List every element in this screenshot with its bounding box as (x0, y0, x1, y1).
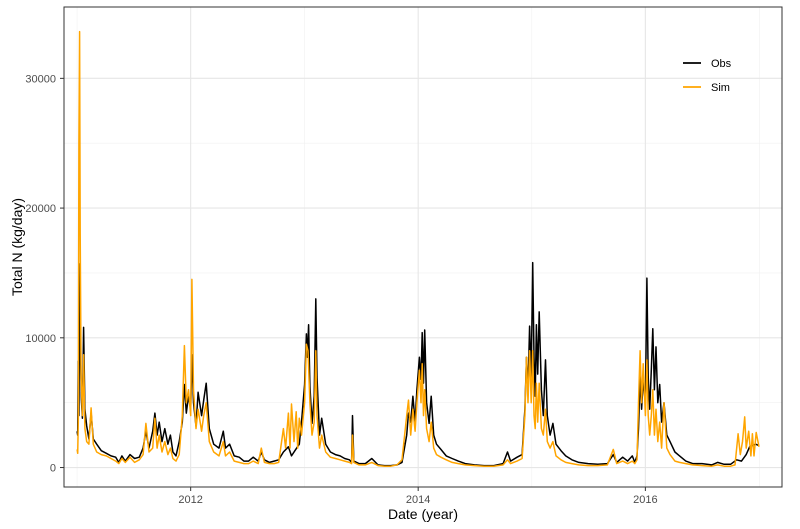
legend-label-sim: Sim (711, 82, 730, 94)
y-tick-label: 0 (50, 463, 56, 475)
x-tick-label: 2012 (178, 494, 202, 506)
y-tick-label: 20000 (25, 203, 56, 215)
legend: Obs Sim (683, 58, 732, 94)
series-layer (76, 30, 760, 467)
series-line-sim (76, 30, 760, 467)
x-tick-label: 2014 (406, 494, 430, 506)
legend-label-obs: Obs (711, 58, 732, 70)
plot-panel-border (63, 6, 783, 488)
x-axis-title: Date (year) (388, 506, 458, 522)
y-tick-label: 30000 (25, 73, 56, 85)
axis-ticks: 2012 2014 2016 0 10000 20000 30000 (25, 73, 657, 506)
y-axis-title: Total N (kg/day) (9, 198, 25, 296)
y-tick-label: 10000 (25, 333, 56, 345)
x-tick-label: 2016 (633, 494, 657, 506)
